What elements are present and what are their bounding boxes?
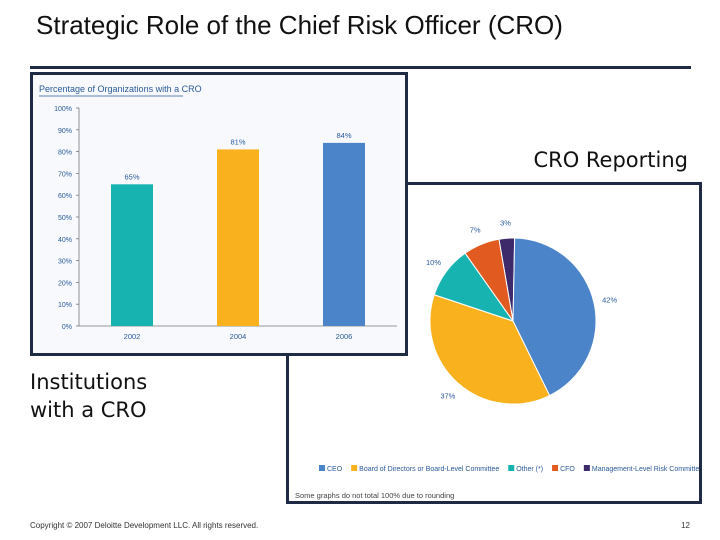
bar-y-tick-label: 60% [58, 193, 72, 200]
pie-slice-label: 10% [426, 258, 441, 267]
bar-x-tick-label: 2002 [124, 332, 141, 341]
pie-slice-ceo [512, 237, 597, 397]
bar-chart-title: Percentage of Organizations with a CRO [39, 84, 202, 94]
page-title: Strategic Role of the Chief Risk Officer… [36, 10, 563, 40]
bar-section-label-line2: with a CRO [30, 398, 147, 422]
legend-swatch [583, 465, 590, 471]
pie-slice-label: 37% [440, 392, 455, 401]
legend-entry: Board of Directors or Board-Level Commit… [359, 466, 499, 473]
legend-entry: Management-Level Risk Committee [592, 466, 699, 473]
legend-swatch [508, 465, 515, 471]
bar-value-label: 81% [230, 137, 245, 146]
pie-section-label: CRO Reporting [533, 148, 688, 172]
pie-slice-label: 7% [470, 226, 481, 235]
bar-section-label: Institutions with a CRO [30, 368, 210, 424]
bar-section-label-line1: Institutions [30, 370, 148, 394]
page-number: 12 [681, 521, 690, 530]
bar-x-tick-label: 2004 [230, 332, 247, 341]
legend-entry: CFO [560, 466, 575, 473]
title-rule [30, 66, 691, 69]
bar-y-tick-label: 10% [58, 302, 72, 309]
pie-slice-label: 42% [602, 296, 617, 305]
pie-chart: 3% 42% 37% 10% 7% CEO Board of Directors or B… [295, 218, 703, 500]
legend-swatch [552, 465, 559, 471]
bar-y-tick-label: 80% [58, 150, 72, 157]
bar-chart-panel: Percentage of Organizations with a CRO 1… [30, 72, 408, 356]
bar-y-tick-label: 40% [58, 237, 72, 244]
bar-2004 [217, 149, 259, 326]
pie-slice-label: 3% [500, 218, 511, 227]
legend-entry: Other (*) [516, 466, 543, 473]
bar-x-tick-label: 2006 [336, 332, 353, 341]
bar-y-tick-label: 90% [58, 128, 72, 135]
bar-y-tick-label: 50% [58, 215, 72, 222]
pie-slice-cfo [464, 238, 514, 322]
bar-y-tick-label: 20% [58, 280, 72, 287]
legend-swatch [351, 465, 358, 471]
bar-y-tick-label: 30% [58, 259, 72, 266]
pie-slice-board-of-directors-or-board-level-committee [429, 294, 551, 405]
bar-2006 [323, 142, 365, 326]
bar-y-tick-label: 70% [58, 171, 72, 178]
pie-note: Some graphs do not total 100% due to rou… [295, 491, 454, 500]
legend-swatch [319, 465, 325, 471]
bar-value-label: 65% [124, 172, 139, 181]
legend-entry: CEO [327, 466, 343, 473]
bar-2002 [111, 184, 153, 326]
bar-chart: Percentage of Organizations with a CRO 1… [39, 84, 397, 341]
bar-value-label: 84% [336, 131, 351, 140]
bar-y-tick-label: 100% [54, 106, 72, 113]
footer-copyright: Copyright © 2007 Deloitte Development LL… [30, 521, 259, 530]
bar-y-tick-label: 0% [62, 324, 72, 331]
